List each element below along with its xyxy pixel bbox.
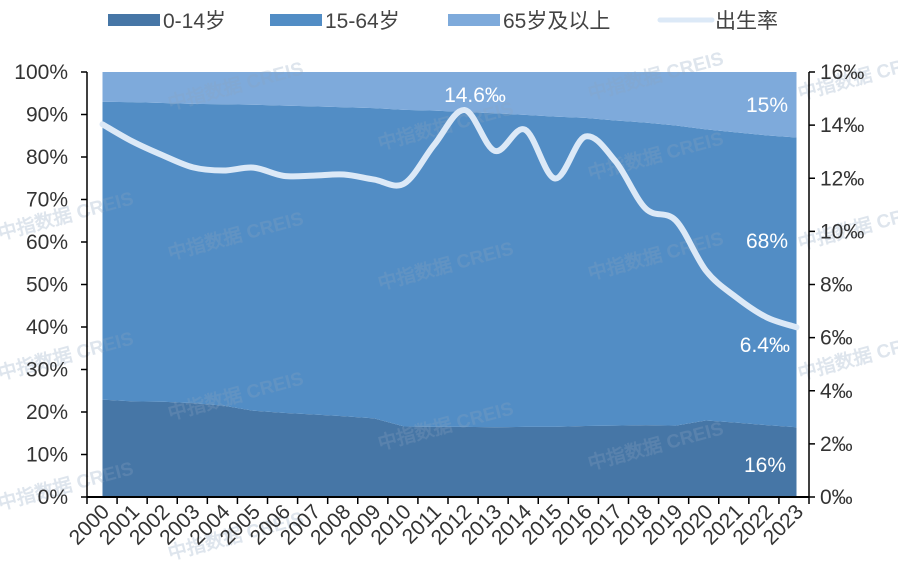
y-left-tick-label: 10% bbox=[26, 444, 68, 467]
y-right-tick-label: 14‰ bbox=[820, 114, 864, 137]
legend-label: 15-64岁 bbox=[325, 10, 400, 33]
legend-label: 0-14岁 bbox=[163, 10, 226, 33]
data-label-birth-2023: 6.4‰ bbox=[740, 334, 790, 357]
area-65岁及以上 bbox=[102, 72, 797, 138]
y-right-tick-label: 4‰ bbox=[820, 380, 853, 403]
area-layer bbox=[102, 72, 797, 497]
legend-label: 出生率 bbox=[715, 10, 778, 33]
area-0-14岁 bbox=[102, 399, 797, 497]
y-right-tick-label: 8‰ bbox=[820, 274, 853, 297]
y-left-tick-label: 90% bbox=[26, 104, 68, 127]
y-left-tick-label: 80% bbox=[26, 146, 68, 169]
y-right-tick-label: 10‰ bbox=[820, 220, 864, 243]
y-right-tick-label: 0‰ bbox=[820, 486, 853, 509]
y-right-tick-label: 2‰ bbox=[820, 433, 853, 456]
y-left-tick-label: 100% bbox=[14, 61, 68, 84]
y-right-tick-label: 12‰ bbox=[820, 167, 864, 190]
legend-swatch-0-14岁 bbox=[108, 14, 160, 26]
data-label-old-2023: 15% bbox=[746, 94, 788, 117]
y-left-tick-label: 0% bbox=[38, 486, 68, 509]
area-15-64岁 bbox=[102, 101, 797, 428]
legend-label: 65岁及以上 bbox=[503, 10, 610, 33]
y-right-tick-label: 16‰ bbox=[820, 61, 864, 84]
legend-swatch-15-64岁 bbox=[270, 14, 322, 26]
y-left-tick-label: 60% bbox=[26, 231, 68, 254]
y-left-tick-label: 40% bbox=[26, 316, 68, 339]
data-label-young-2023: 16% bbox=[744, 454, 786, 477]
y-left-tick-label: 50% bbox=[26, 274, 68, 297]
y-left-tick-label: 30% bbox=[26, 359, 68, 382]
y-right-tick-label: 6‰ bbox=[820, 327, 853, 350]
legend: 0-14岁 15-64岁 65岁及以上 出生率 bbox=[108, 10, 778, 33]
y-left-tick-label: 20% bbox=[26, 401, 68, 424]
data-label-work-2023: 68% bbox=[746, 230, 788, 253]
legend-swatch-65岁及以上 bbox=[448, 14, 500, 26]
y-left-tick-label: 70% bbox=[26, 189, 68, 212]
data-label-peak: 14.6‰ bbox=[444, 84, 506, 107]
birth-rate-line bbox=[99, 106, 800, 331]
